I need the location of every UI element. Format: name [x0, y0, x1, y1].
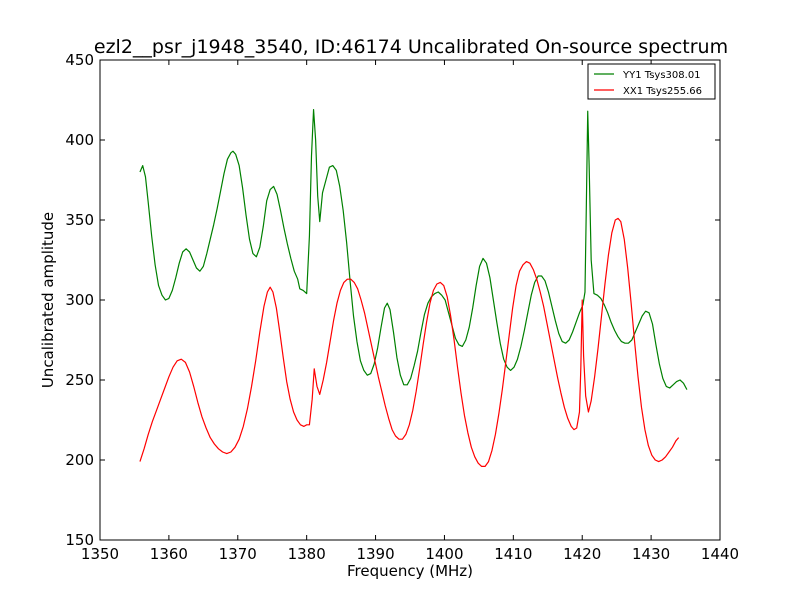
plot-background: [100, 60, 720, 540]
y-tick-label: 300: [65, 291, 94, 309]
x-tick-label: 1380: [288, 545, 326, 563]
y-axis-label: Uncalibrated amplitude: [39, 212, 57, 388]
x-tick-label: 1370: [219, 545, 257, 563]
series-line-xx1: [139, 217, 680, 467]
x-tick-label: 1400: [425, 545, 463, 563]
y-tick-label: 150: [65, 531, 94, 549]
y-tick-label: 350: [65, 211, 94, 229]
x-tick-label: 1360: [150, 545, 188, 563]
series-line-yy1: [139, 108, 688, 390]
x-axis-label: Frequency (MHz): [347, 562, 473, 580]
x-tick-label: 1410: [494, 545, 532, 563]
x-tick-label: 1350: [81, 545, 119, 563]
y-tick-label: 200: [65, 451, 94, 469]
plot-area: 1350 1360 1370 1380 1390 1400 1410 1420 1430 1440…: [65, 51, 739, 563]
y-tick-label: 250: [65, 371, 94, 389]
x-tick-label: 1390: [356, 545, 394, 563]
y-tick-label: 450: [65, 51, 94, 69]
x-tick-label: 1430: [632, 545, 670, 563]
x-tick-label: 1420: [563, 545, 601, 563]
legend-items: YY1 Tsys308.01 XX1 Tsys255.66: [594, 70, 702, 97]
legend-box: [587, 63, 716, 100]
legend-label: YY1 Tsys308.01: [622, 70, 701, 81]
legend-label: XX1 Tsys255.66: [623, 86, 702, 97]
x-tick-label: 1440: [701, 545, 739, 563]
series-layer: [139, 108, 688, 467]
chart-title: ezl2__psr_j1948_3540, ID:46174 Uncalibra…: [94, 36, 728, 58]
legend: YY1 Tsys308.01 XX1 Tsys255.66: [587, 63, 716, 100]
tick-layer: 1350 1360 1370 1380 1390 1400 1410 1420 1430 1440…: [65, 51, 739, 563]
y-tick-label: 400: [65, 131, 94, 149]
